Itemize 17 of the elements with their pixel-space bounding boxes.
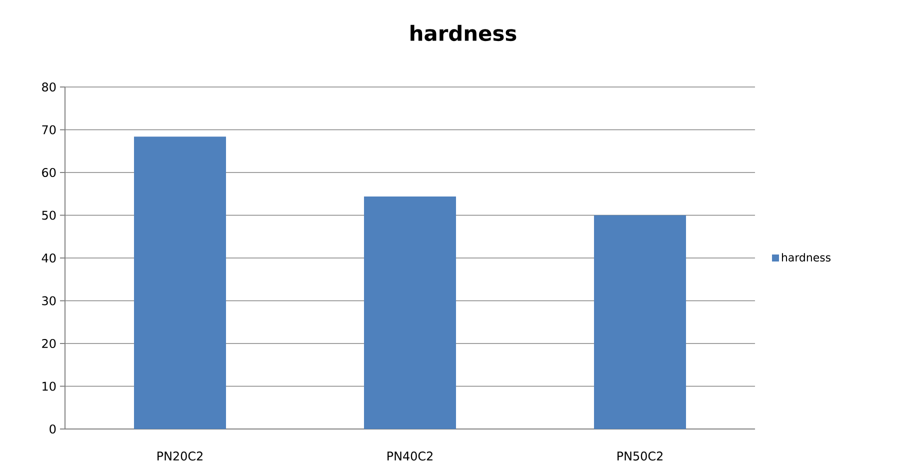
x-tick-label: PN20C2 (158, 452, 202, 461)
chart-title: hardness (410, 24, 516, 42)
y-tick-label: 60 (42, 168, 56, 178)
x-tick-label: PN40C2 (388, 452, 432, 461)
y-tick-label: 0 (50, 424, 56, 434)
bar (594, 215, 686, 429)
legend-label: hardness (782, 253, 831, 262)
y-tick-label: 20 (42, 338, 56, 348)
y-tick-label: 50 (42, 210, 56, 220)
bar (134, 136, 226, 429)
y-tick-label: 10 (42, 382, 56, 391)
y-tick-label: 40 (42, 253, 56, 263)
y-tick-label: 80 (42, 82, 56, 92)
x-tick-label: PN50C2 (618, 452, 662, 461)
y-tick-label: 70 (42, 125, 56, 134)
y-tick-label: 30 (42, 296, 56, 306)
bar (364, 196, 456, 429)
